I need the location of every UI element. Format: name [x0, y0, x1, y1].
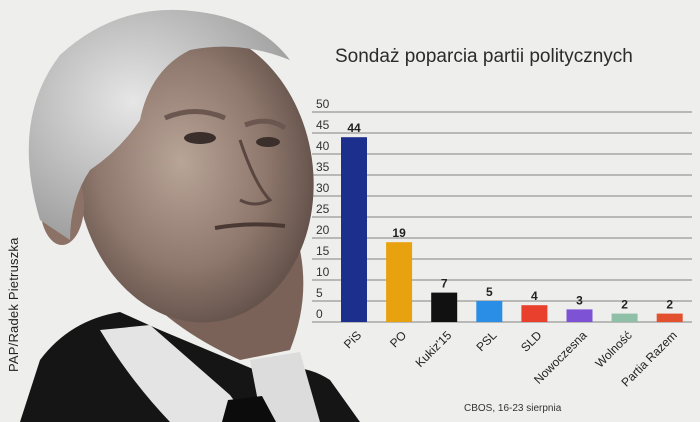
- y-tick-label: 35: [316, 160, 330, 174]
- chart-source: CBOS, 16-23 sierpnia: [464, 403, 562, 414]
- y-tick-label: 45: [316, 118, 330, 132]
- bar-wolność: [611, 313, 638, 322]
- bar-partia-razem: [656, 313, 683, 322]
- value-label: 3: [576, 293, 583, 307]
- x-tick-label: PO: [387, 328, 409, 350]
- x-tick-label: Kukiz'15: [413, 328, 455, 370]
- bar-pis: [341, 137, 367, 322]
- y-tick-label: 50: [316, 97, 330, 111]
- value-label: 19: [392, 226, 406, 240]
- bar-po: [386, 242, 413, 322]
- x-tick-label: SLD: [518, 328, 545, 355]
- bar-kukiz-15: [431, 292, 458, 322]
- x-tick-label: PSL: [473, 328, 499, 354]
- value-labels: 44 19 7 5 4 3 2 2: [347, 121, 673, 311]
- value-label: 5: [486, 285, 493, 299]
- chart-grid: [312, 111, 692, 323]
- x-tick-label: Wolność: [592, 328, 634, 370]
- y-tick-label: 15: [316, 244, 330, 258]
- chart-title: Sondaż poparcia partii politycznych: [335, 46, 633, 67]
- y-tick-label: 10: [316, 265, 330, 279]
- y-tick-label: 25: [316, 202, 330, 216]
- bar-sld: [521, 305, 548, 322]
- bar-psl: [476, 301, 503, 322]
- value-label: 7: [441, 277, 448, 291]
- x-tick-label: PiS: [341, 328, 364, 351]
- value-label: 2: [621, 298, 628, 312]
- y-tick-label: 0: [316, 307, 323, 321]
- value-label: 4: [531, 289, 538, 303]
- bar-nowoczesna: [566, 309, 593, 322]
- y-tick-label: 40: [316, 139, 330, 153]
- value-label: 2: [666, 298, 673, 312]
- y-tick-label: 5: [316, 286, 323, 300]
- y-tick-label: 20: [316, 223, 330, 237]
- photo-credit: PAP/Radek Pietruszka: [6, 237, 21, 372]
- chart-bars: [341, 137, 683, 322]
- value-label: 44: [347, 121, 361, 135]
- y-axis-ticks: 0 5 10 15 20 25 30 35 40 45 50: [316, 97, 330, 321]
- y-tick-label: 30: [316, 181, 330, 195]
